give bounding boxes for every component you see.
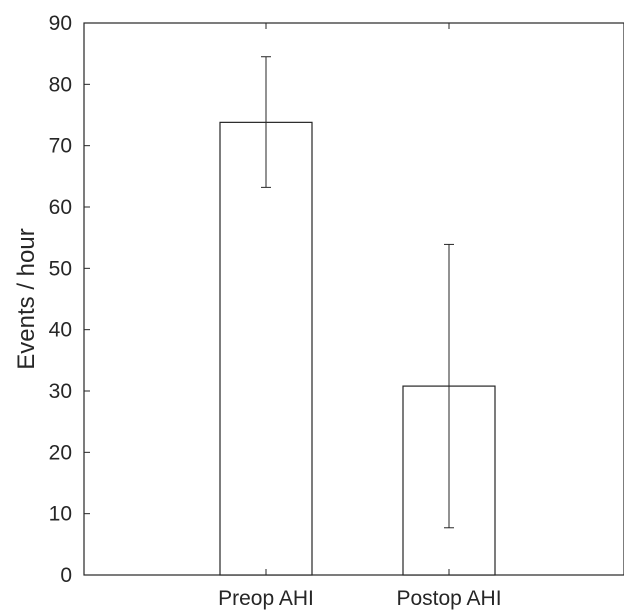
bar: [219, 121, 313, 576]
y-tick-label: 60: [49, 196, 72, 219]
bars: [219, 121, 496, 576]
y-axis-ticks: 0 10 20 30 40 50 60 70 80 90: [49, 12, 90, 587]
error-bars: [261, 56, 454, 529]
y-tick-label: 80: [49, 73, 72, 96]
y-tick-label: 20: [49, 441, 72, 464]
y-tick-label: 30: [49, 380, 72, 403]
x-tick-label: Postop AHI: [396, 587, 501, 610]
x-tick-label: Preop AHI: [218, 587, 314, 610]
y-tick-label: 50: [49, 257, 72, 280]
y-tick-label: 90: [49, 12, 72, 35]
plot-frame: [83, 22, 624, 576]
x-axis-ticks: Preop AHI Postop AHI: [218, 23, 502, 610]
axes: [83, 22, 624, 576]
y-tick-label: 0: [60, 564, 72, 587]
y-axis-label: Events / hour: [13, 228, 40, 369]
y-tick-label: 40: [49, 319, 72, 342]
y-tick-label: 70: [49, 135, 72, 158]
y-tick-label: 10: [49, 503, 72, 526]
